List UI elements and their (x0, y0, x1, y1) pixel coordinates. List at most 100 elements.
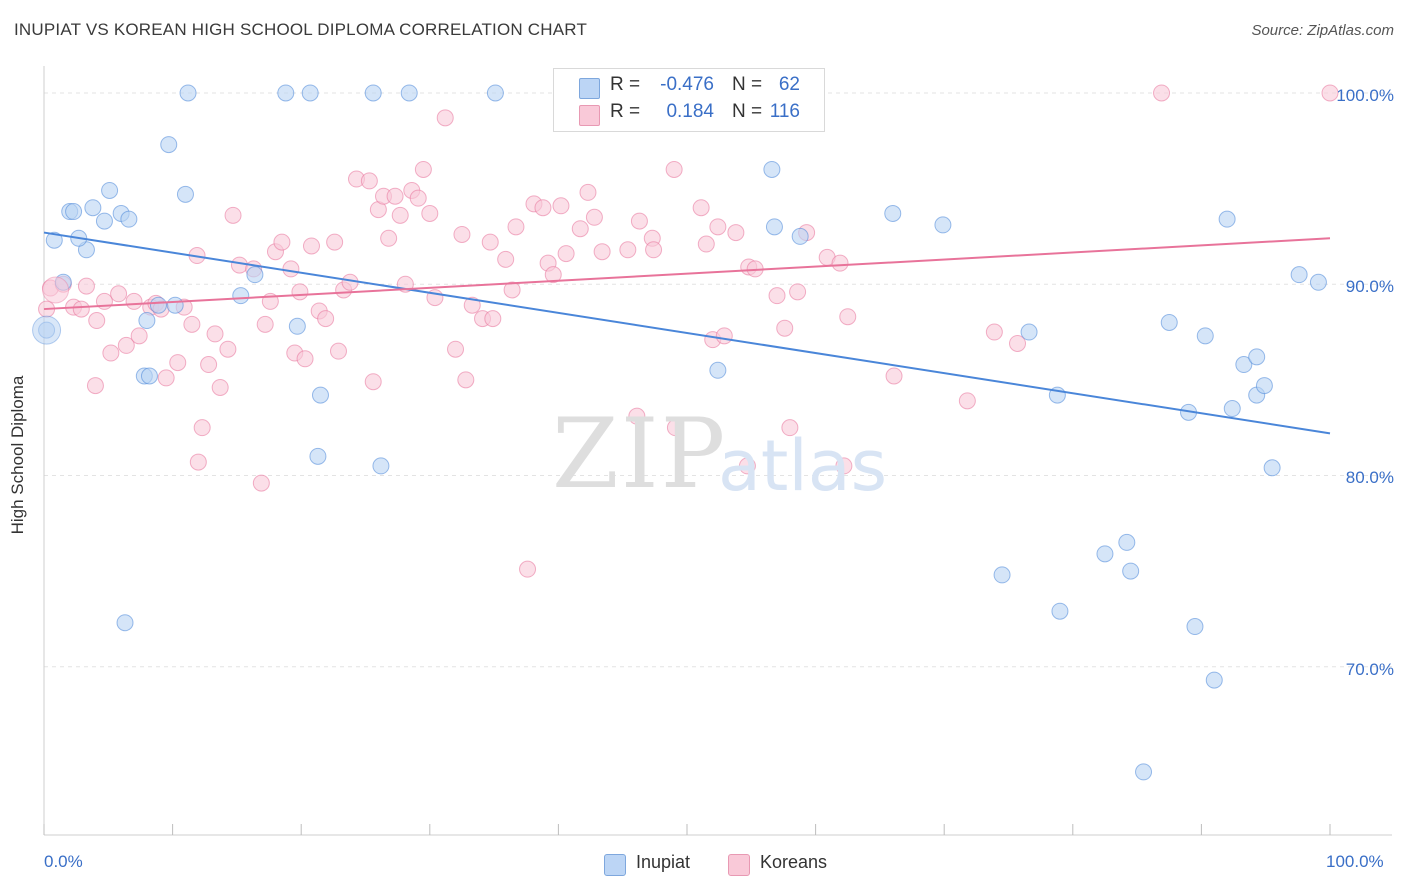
trend-line (43, 231, 1331, 435)
legend-label-inupiat: Inupiat (636, 852, 691, 872)
data-point (45, 231, 63, 249)
data-point (219, 340, 237, 358)
data-point (277, 84, 295, 102)
data-point (391, 206, 409, 224)
data-point (557, 245, 575, 263)
data-point (116, 614, 134, 632)
data-point (386, 187, 404, 205)
data-point (101, 181, 119, 199)
data-point (791, 227, 809, 245)
data-point (765, 218, 783, 236)
data-point (179, 84, 197, 102)
chart-title: INUPIAT VS KOREAN HIGH SCHOOL DIPLOMA CO… (14, 20, 588, 39)
data-point (1118, 533, 1136, 551)
data-point (364, 84, 382, 102)
data-point (273, 233, 291, 251)
data-point (84, 199, 102, 217)
data-point (421, 204, 439, 222)
data-point (1153, 84, 1171, 102)
data-point (665, 160, 683, 178)
data-point (985, 323, 1003, 341)
data-point (206, 325, 224, 343)
data-point (463, 296, 481, 314)
data-point (709, 361, 727, 379)
data-point (409, 189, 427, 207)
data-point (169, 354, 187, 372)
data-point (884, 204, 902, 222)
data-point (544, 266, 562, 284)
data-point (72, 300, 90, 318)
data-point (296, 350, 314, 368)
y-tick-label-90: 90.0% (1345, 277, 1394, 296)
data-point (176, 185, 194, 203)
data-point (781, 419, 799, 437)
data-point (484, 310, 502, 328)
y-tick-label-70: 70.0% (1345, 660, 1394, 679)
data-point (302, 237, 320, 255)
data-point (507, 218, 525, 236)
data-point (839, 308, 857, 326)
data-point (166, 296, 184, 314)
legend-row-koreans: R = 0.184 N = 116 (554, 101, 824, 127)
data-point (958, 392, 976, 410)
data-point (1051, 602, 1069, 620)
data-point (692, 199, 710, 217)
source-label: Source: ZipAtlas.com (1251, 22, 1394, 39)
data-point (1020, 323, 1038, 341)
data-point (230, 256, 248, 274)
correlation-legend: R = -0.476 N = 62 R = 0.184 N = 116 (553, 68, 825, 132)
data-point (282, 260, 300, 278)
n-label: N = (732, 101, 763, 122)
data-point (628, 407, 646, 425)
data-point (252, 474, 270, 492)
legend-row-inupiat: R = -0.476 N = 62 (554, 74, 824, 100)
data-point (288, 317, 306, 335)
n-value: 62 (778, 74, 800, 95)
data-point (453, 225, 471, 243)
data-point (86, 377, 104, 395)
koreans-legend-swatch (728, 854, 750, 876)
x-tick-label-max: 100.0% (1326, 852, 1384, 871)
data-point (32, 315, 62, 345)
legend-label-koreans: Koreans (760, 852, 828, 872)
data-point (326, 233, 344, 251)
gridlines (44, 92, 1392, 668)
data-point (301, 84, 319, 102)
data-point (1196, 327, 1214, 345)
data-point (414, 160, 432, 178)
data-point (666, 419, 684, 437)
data-point (183, 315, 201, 333)
data-point (486, 84, 504, 102)
data-point (246, 266, 264, 284)
data-point (211, 378, 229, 396)
y-axis-label: High School Diploma (8, 375, 27, 535)
data-point (447, 340, 465, 358)
data-point (157, 369, 175, 387)
data-point (110, 285, 128, 303)
data-point (309, 447, 327, 465)
data-point (1255, 377, 1273, 395)
koreans-swatch (579, 105, 600, 126)
inupiat-legend-swatch (604, 854, 626, 876)
data-point (630, 212, 648, 230)
trend-line (43, 237, 1331, 311)
data-point (1009, 334, 1027, 352)
data-point (1186, 618, 1204, 636)
data-point (552, 197, 570, 215)
data-point (380, 229, 398, 247)
data-point (149, 296, 167, 314)
watermark-zip: ZIP (552, 398, 728, 510)
data-point (1223, 400, 1241, 418)
data-point (1096, 545, 1114, 563)
y-tick-label-100: 100.0% (1336, 86, 1394, 105)
data-point (232, 287, 250, 305)
data-point (130, 327, 148, 345)
n-label: N = (732, 74, 763, 95)
data-point (457, 371, 475, 389)
data-point (709, 218, 727, 236)
data-point (1235, 356, 1253, 374)
data-point (1122, 562, 1140, 580)
data-point (140, 367, 158, 385)
data-point (697, 235, 715, 253)
data-point (224, 206, 242, 224)
